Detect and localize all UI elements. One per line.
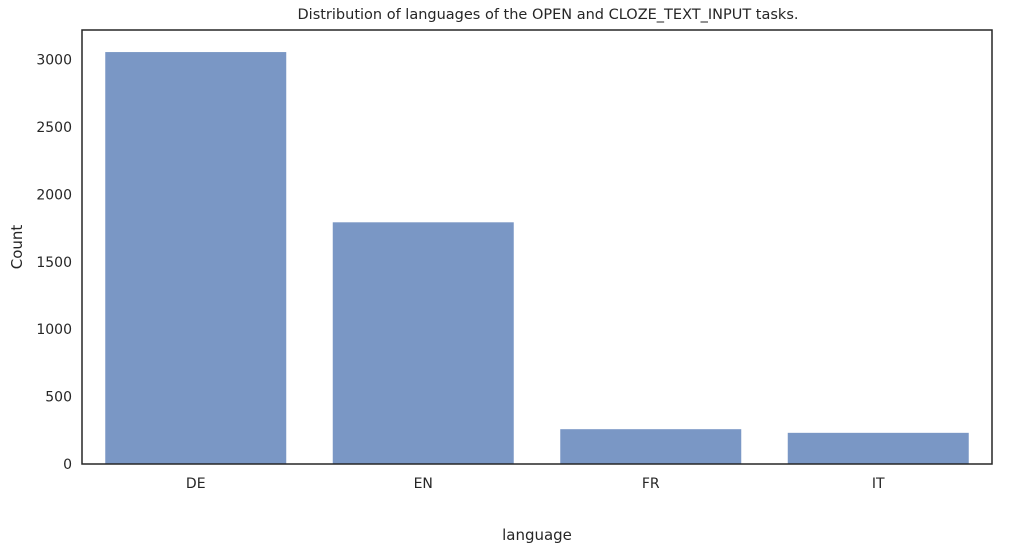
bar-fr bbox=[559, 428, 743, 465]
x-tick-label: FR bbox=[642, 476, 660, 492]
y-tick-label: 3000 bbox=[36, 53, 72, 69]
y-tick-label: 2000 bbox=[36, 187, 72, 203]
y-tick-label: 1500 bbox=[36, 255, 72, 271]
bar-it bbox=[786, 431, 970, 465]
y-axis-label: Count bbox=[8, 225, 26, 270]
x-tick-label: IT bbox=[872, 476, 885, 492]
y-tick-label: 2500 bbox=[36, 120, 72, 136]
x-tick-label: DE bbox=[186, 476, 206, 492]
y-axis-ticks: 0 500 1000 1500 2000 2500 3000 bbox=[36, 53, 72, 473]
bar-de bbox=[104, 51, 288, 465]
y-tick-label: 0 bbox=[63, 457, 72, 473]
x-tick-label: EN bbox=[414, 476, 433, 492]
y-tick-label: 500 bbox=[45, 390, 72, 406]
y-tick-label: 1000 bbox=[36, 322, 72, 338]
bar-en bbox=[331, 221, 515, 465]
x-axis-ticks: DE EN FR IT bbox=[186, 476, 885, 492]
plot-frame bbox=[81, 29, 993, 465]
chart-title: Distribution of languages of the OPEN an… bbox=[298, 7, 799, 23]
bars-layer bbox=[104, 51, 970, 465]
x-axis-label: language bbox=[502, 526, 572, 544]
